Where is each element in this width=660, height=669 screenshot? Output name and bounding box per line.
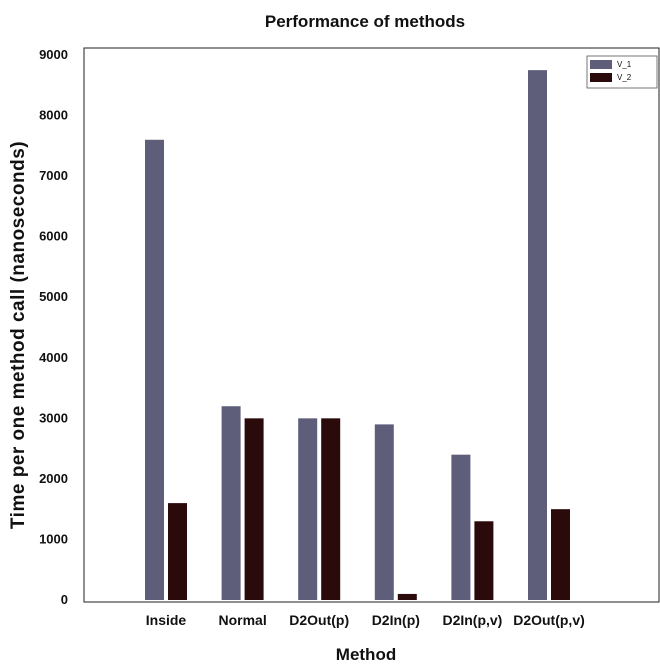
y-tick-label: 0: [61, 592, 68, 607]
x-tick-label: D2Out(p): [289, 612, 349, 628]
bar-v1-2: [298, 418, 318, 600]
bar-v2-1: [244, 418, 264, 600]
y-axis-label: Time per one method call (nanoseconds): [8, 141, 29, 529]
x-tick-label: Normal: [218, 612, 266, 628]
bar-v1-0: [145, 139, 164, 600]
bar-v1-5: [528, 70, 547, 600]
x-tick-label: D2In(p,v): [442, 612, 502, 628]
legend-label-v2: V_2: [617, 73, 632, 82]
y-tick-label: 3000: [39, 410, 68, 425]
y-tick-label: 8000: [39, 108, 68, 123]
bar-v2-2: [321, 418, 341, 600]
x-tick-label: D2Out(p,v): [513, 612, 585, 628]
legend-box: [586, 55, 658, 89]
y-axis: 0 1000 2000 3000 4000 5000 6000 7000 8000 9000: [39, 47, 68, 607]
x-tick-label: Inside: [146, 612, 187, 628]
plot-frame: [83, 47, 660, 603]
bar-v2-5: [551, 509, 570, 600]
chart-title: Performance of methods: [265, 12, 465, 31]
bar-v2-3: [397, 593, 417, 600]
bar-v2-0: [168, 503, 187, 600]
bar-v1-4: [451, 454, 471, 600]
y-tick-label: 4000: [39, 350, 68, 365]
x-axis-label: Method: [336, 645, 396, 664]
legend-label-v1: V_1: [617, 60, 632, 69]
y-tick-label: 6000: [39, 229, 68, 244]
y-tick-label: 2000: [39, 471, 68, 486]
y-tick-label: 9000: [39, 47, 68, 62]
bar-v1-1: [221, 406, 241, 600]
bars-group: [145, 70, 570, 600]
y-tick-label: 1000: [39, 531, 68, 546]
bar-v1-3: [374, 424, 394, 600]
legend-swatch-v1: [590, 60, 612, 69]
y-tick-label: 5000: [39, 289, 68, 304]
legend: V_1 V_2: [586, 55, 658, 89]
x-axis: Inside Normal D2Out(p) D2In(p) D2In(p,v) D2Ou…: [146, 612, 585, 628]
y-tick-label: 7000: [39, 168, 68, 183]
bar-v2-4: [474, 521, 494, 600]
legend-swatch-v2: [590, 73, 612, 82]
x-tick-label: D2In(p): [372, 612, 420, 628]
